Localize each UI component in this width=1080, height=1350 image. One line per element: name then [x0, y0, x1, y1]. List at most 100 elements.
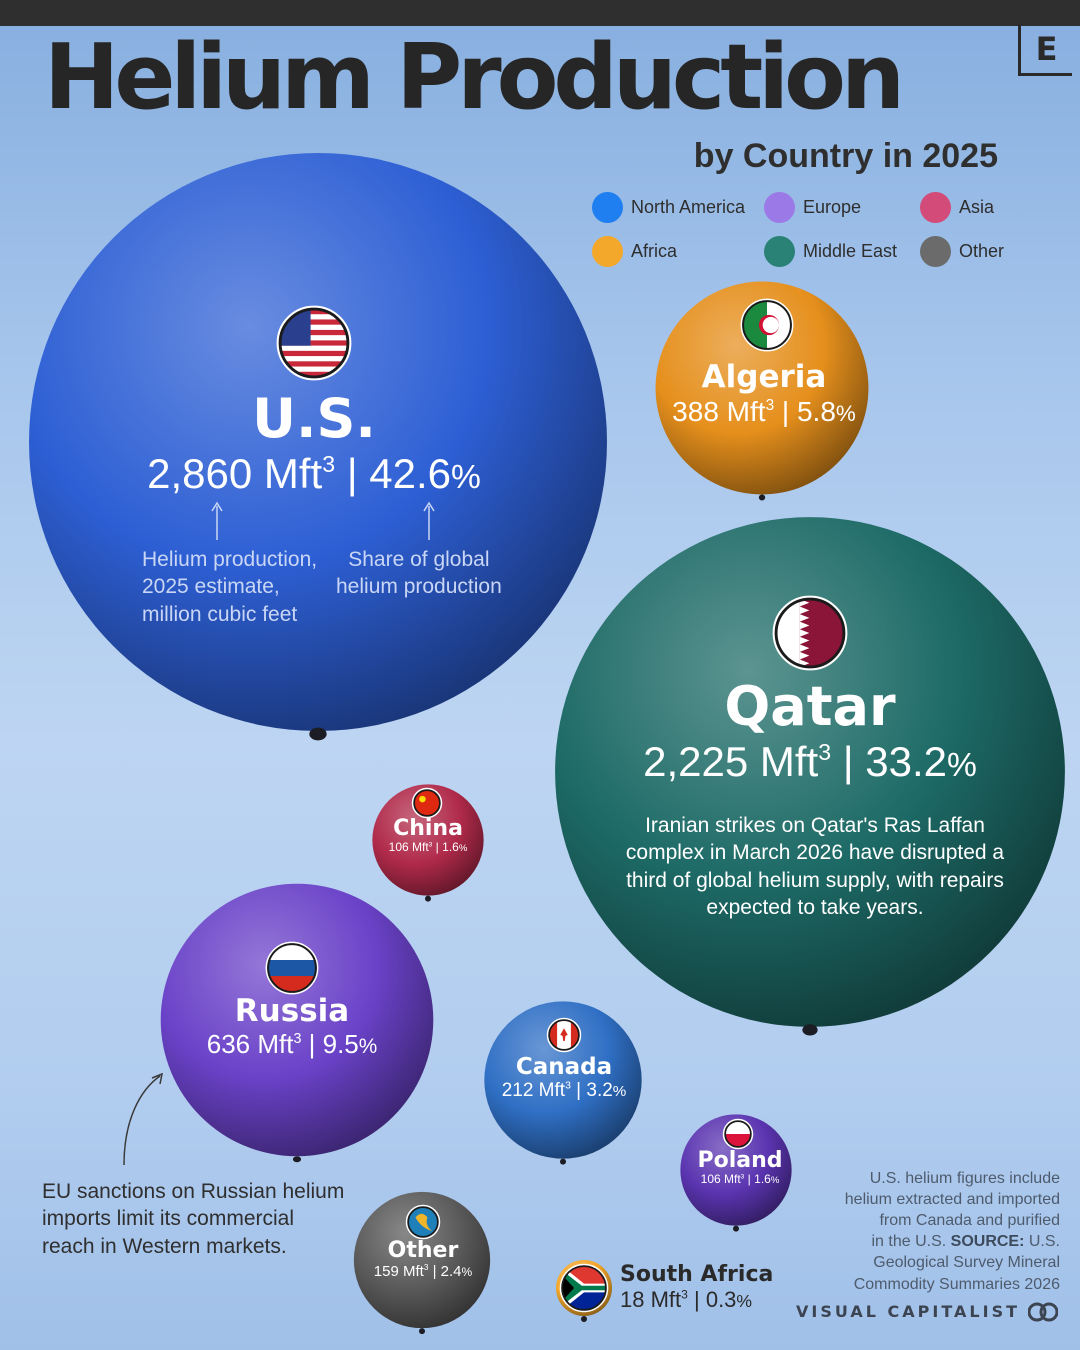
source-label: SOURCE:: [950, 1233, 1025, 1251]
balloon-knot-other: [419, 1328, 425, 1335]
bubble-label-china: China 106 Mft3 | 1.6%: [228, 816, 628, 855]
legend-item-other: Other: [920, 236, 1004, 267]
legend-label: Middle East: [803, 241, 898, 261]
country-value: 18 Mft3 | 0.3%: [620, 1287, 753, 1313]
legend-item-middle-east: Middle East: [764, 236, 897, 267]
qatar-note: Iranian strikes on Qatar's Ras Laffan co…: [625, 814, 1005, 919]
balloon-knot-qatar: [802, 1024, 818, 1036]
country-value: 636 Mft3 | 9.5%: [206, 1028, 378, 1059]
us-value-arrowhead: [211, 501, 223, 512]
country-value: 212 Mft3 | 3.2%: [501, 1080, 627, 1102]
legend-label: Europe: [803, 197, 862, 217]
bubble-poland: [680, 1114, 792, 1232]
country-value: 2,225 Mft3 | 33.2%: [643, 738, 977, 786]
bubble-u-s: [29, 153, 607, 741]
legend-label: North America: [631, 197, 746, 217]
country-value: 106 Mft3 | 1.6%: [388, 840, 468, 855]
top-bar: [0, 0, 1080, 26]
legend-item-europe: Europe: [764, 192, 861, 223]
source-note: U.S. helium figures include helium extra…: [820, 1168, 1060, 1295]
country-value: 2,860 Mft3 | 42.6%: [147, 450, 481, 498]
balloon-knot-u-s: [309, 727, 327, 741]
country-name: Qatar: [724, 675, 896, 738]
brand-logo-mark: E: [1018, 24, 1072, 76]
source-name: U.S. Geological Survey Mineral Commodity…: [853, 1233, 1060, 1293]
poland-flag-icon: [722, 1118, 754, 1150]
bubble-label-u-s: U.S. 2,860 Mft3 | 42.6%: [114, 387, 514, 498]
bubble-circle-china: [372, 784, 484, 896]
bubble-canada: [484, 1001, 642, 1165]
country-name: South Africa: [620, 1262, 774, 1287]
china-flag-icon: [411, 787, 443, 819]
russia-note-arrowhead: [151, 1072, 164, 1085]
legend-swatch: [592, 236, 623, 267]
bubble-circle-poland: [680, 1114, 792, 1226]
bubble-circle-u-s: [29, 153, 607, 731]
bubble-label-other: Other 159 Mft3 | 2.4%: [223, 1238, 623, 1281]
canada-flag-icon: [546, 1017, 582, 1053]
visual-capitalist-logo-icon: [1028, 1302, 1058, 1322]
bubble-circle-russia: [160, 883, 434, 1157]
bubble-algeria: [655, 281, 869, 501]
balloon-knot-canada: [560, 1158, 566, 1165]
bubble-china: [372, 784, 484, 902]
bubble-label-south-africa: South Africa 18 Mft3 | 0.3%: [620, 1262, 773, 1313]
country-name: Other: [387, 1238, 459, 1263]
page-title: Helium Production: [44, 25, 905, 130]
legend-swatch: [592, 192, 623, 223]
legend-label: Asia: [959, 197, 995, 217]
bubble-russia: [160, 883, 434, 1163]
bubble-circle-other: [353, 1191, 491, 1329]
us-share-arrowhead: [423, 501, 435, 512]
source-text: U.S. helium figures include helium extra…: [844, 1170, 1060, 1251]
russia-flag-icon: [265, 941, 319, 995]
legend-item-north-america: North America: [592, 192, 745, 223]
bubble-label-russia: Russia 636 Mft3 | 9.5%: [92, 993, 492, 1060]
country-name: Poland: [697, 1148, 783, 1173]
country-name: China: [393, 816, 463, 841]
bubble-circle-qatar: [555, 517, 1065, 1027]
country-name: U.S.: [252, 387, 376, 450]
country-value: 388 Mft3 | 5.8%: [672, 395, 856, 427]
country-name: Algeria: [701, 359, 827, 395]
legend-item-africa: Africa: [592, 236, 677, 267]
balloon-knot-poland: [733, 1225, 739, 1232]
page-subtitle: by Country in 2025: [693, 137, 998, 175]
bubble-label-canada: Canada 212 Mft3 | 3.2%: [364, 1054, 764, 1102]
legend-label: Africa: [631, 241, 678, 261]
brand-name: VISUAL CAPITALIST: [796, 1301, 1020, 1321]
south-africa-flag-icon: [559, 1263, 609, 1313]
legend-item-asia: Asia: [920, 192, 994, 223]
globe-icon: [405, 1204, 441, 1240]
russia-note: EU sanctions on Russian helium imports l…: [42, 1180, 345, 1258]
bubble-circle-canada: [484, 1001, 642, 1159]
bubble-circle-algeria: [655, 281, 869, 495]
bubble-label-poland: Poland 106 Mft3 | 1.6%: [540, 1148, 940, 1187]
country-name: Russia: [234, 993, 350, 1029]
balloon-knot-russia: [292, 1156, 302, 1163]
us-flag-icon: [276, 305, 352, 381]
bubble-label-qatar: Qatar 2,225 Mft3 | 33.2%: [610, 675, 1010, 786]
legend-swatch: [920, 192, 951, 223]
us-value-explainer: Helium production, 2025 estimate, millio…: [142, 548, 318, 626]
bubble-label-algeria: Algeria 388 Mft3 | 5.8%: [564, 359, 964, 428]
bubble-qatar: [555, 517, 1065, 1036]
russia-note-arrow: [123, 1075, 161, 1166]
balloon-knot-china: [425, 895, 431, 902]
bubble-other: [353, 1191, 491, 1335]
algeria-flag-icon: [740, 298, 794, 352]
country-value: 159 Mft3 | 2.4%: [373, 1263, 473, 1281]
legend-label: Other: [959, 241, 1005, 261]
country-value: 106 Mft3 | 1.6%: [700, 1172, 780, 1187]
balloon-knot-algeria: [758, 494, 766, 501]
country-name: Canada: [515, 1054, 613, 1080]
legend-swatch: [764, 236, 795, 267]
legend-swatch: [764, 192, 795, 223]
us-share-explainer: Share of global helium production: [336, 548, 502, 599]
legend-swatch: [920, 236, 951, 267]
balloon-knot-south-africa: [581, 1316, 587, 1322]
qatar-flag-icon: [772, 595, 848, 671]
brand-footer: VISUAL CAPITALIST: [796, 1300, 1058, 1322]
